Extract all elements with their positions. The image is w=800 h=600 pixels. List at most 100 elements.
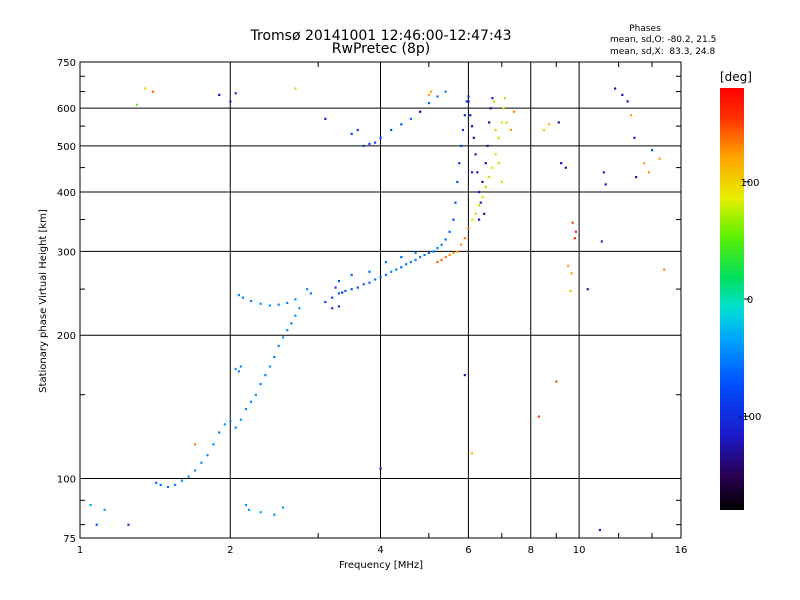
y-tick-label: 200 xyxy=(57,331,76,342)
x-tick-label: 6 xyxy=(465,545,471,556)
data-point xyxy=(259,302,262,305)
data-point xyxy=(427,93,431,96)
y-axis-label: Stationary phase Virtual Height [km] xyxy=(38,209,49,393)
data-point xyxy=(454,201,457,204)
stats-o-line: mean, sd,O: -80.2, 21.5 xyxy=(610,35,716,45)
data-point xyxy=(331,296,334,299)
data-point xyxy=(600,240,603,243)
data-point xyxy=(95,523,98,526)
x-tick-label: 16 xyxy=(675,545,688,556)
data-point xyxy=(277,344,280,348)
data-point xyxy=(159,483,162,487)
data-point xyxy=(223,423,226,426)
data-point xyxy=(647,171,651,174)
data-point xyxy=(479,201,482,204)
data-point xyxy=(350,273,353,276)
data-point xyxy=(573,237,576,240)
data-point xyxy=(497,162,500,165)
data-point xyxy=(334,286,337,289)
data-point xyxy=(633,136,636,139)
data-point xyxy=(448,253,451,257)
data-point xyxy=(658,157,661,160)
data-point xyxy=(629,114,633,117)
data-point xyxy=(237,370,240,373)
data-point xyxy=(491,97,494,100)
data-point xyxy=(567,264,570,267)
data-point xyxy=(239,365,243,368)
data-point xyxy=(477,204,481,207)
data-point xyxy=(281,506,285,509)
data-point xyxy=(461,128,465,132)
data-point xyxy=(273,513,276,516)
data-point xyxy=(491,166,494,169)
data-point xyxy=(436,95,439,98)
x-tick-label: 1 xyxy=(77,545,83,556)
data-point xyxy=(259,511,262,514)
data-point xyxy=(486,144,489,148)
data-point xyxy=(356,128,359,132)
data-point xyxy=(500,121,504,124)
data-point xyxy=(497,136,500,139)
y-tick-label: 600 xyxy=(57,104,76,115)
data-point xyxy=(465,100,468,103)
data-point xyxy=(379,276,382,279)
data-point xyxy=(234,92,237,95)
data-point xyxy=(337,305,341,308)
data-point xyxy=(472,136,475,139)
data-point xyxy=(151,90,155,93)
data-point xyxy=(234,426,237,429)
data-point xyxy=(414,258,417,262)
data-point xyxy=(350,288,353,291)
data-point xyxy=(419,256,422,259)
data-point xyxy=(127,523,130,526)
data-point xyxy=(436,261,439,264)
data-point xyxy=(494,153,497,156)
colorbar-tick-label: 100 xyxy=(740,178,759,189)
data-point xyxy=(419,110,422,113)
data-point xyxy=(476,171,479,174)
data-point xyxy=(489,107,492,110)
data-point xyxy=(481,180,484,184)
data-point xyxy=(244,407,248,411)
data-point xyxy=(309,292,312,295)
y-tick-labels: 75 100 200 300 400 500 600 750 xyxy=(57,58,76,545)
data-point xyxy=(505,121,508,124)
data-point xyxy=(444,256,447,259)
data-point xyxy=(444,90,447,93)
data-point xyxy=(456,180,459,184)
data-point xyxy=(400,256,403,259)
data-point xyxy=(337,280,341,283)
data-point xyxy=(212,443,215,446)
data-point xyxy=(362,283,365,286)
chart-subtitle: RwPretec (8p) xyxy=(332,41,430,57)
data-point xyxy=(460,144,463,148)
data-point xyxy=(452,251,455,255)
stats-heading: Phases xyxy=(629,24,661,34)
data-point xyxy=(414,251,417,255)
data-point xyxy=(484,185,487,189)
data-point xyxy=(440,243,443,246)
data-point xyxy=(467,100,470,103)
colorbar-tick-label: -100 xyxy=(739,412,762,423)
data-point xyxy=(542,128,546,132)
data-point xyxy=(503,97,507,100)
data-point xyxy=(560,162,563,165)
data-point xyxy=(268,365,271,368)
data-point xyxy=(427,102,431,105)
data-point xyxy=(651,148,654,152)
data-point xyxy=(456,250,459,253)
data-point xyxy=(444,238,447,241)
data-point xyxy=(470,171,474,174)
data-point xyxy=(663,268,666,271)
data-point xyxy=(281,336,285,339)
data-point xyxy=(268,304,271,307)
data-point xyxy=(286,329,289,332)
data-point xyxy=(432,250,435,253)
data-point xyxy=(463,374,466,377)
data-point xyxy=(298,307,301,310)
data-point xyxy=(277,303,280,306)
grid-lines xyxy=(80,62,681,538)
data-point xyxy=(405,263,408,266)
data-point xyxy=(374,278,377,281)
data-point xyxy=(430,90,433,93)
